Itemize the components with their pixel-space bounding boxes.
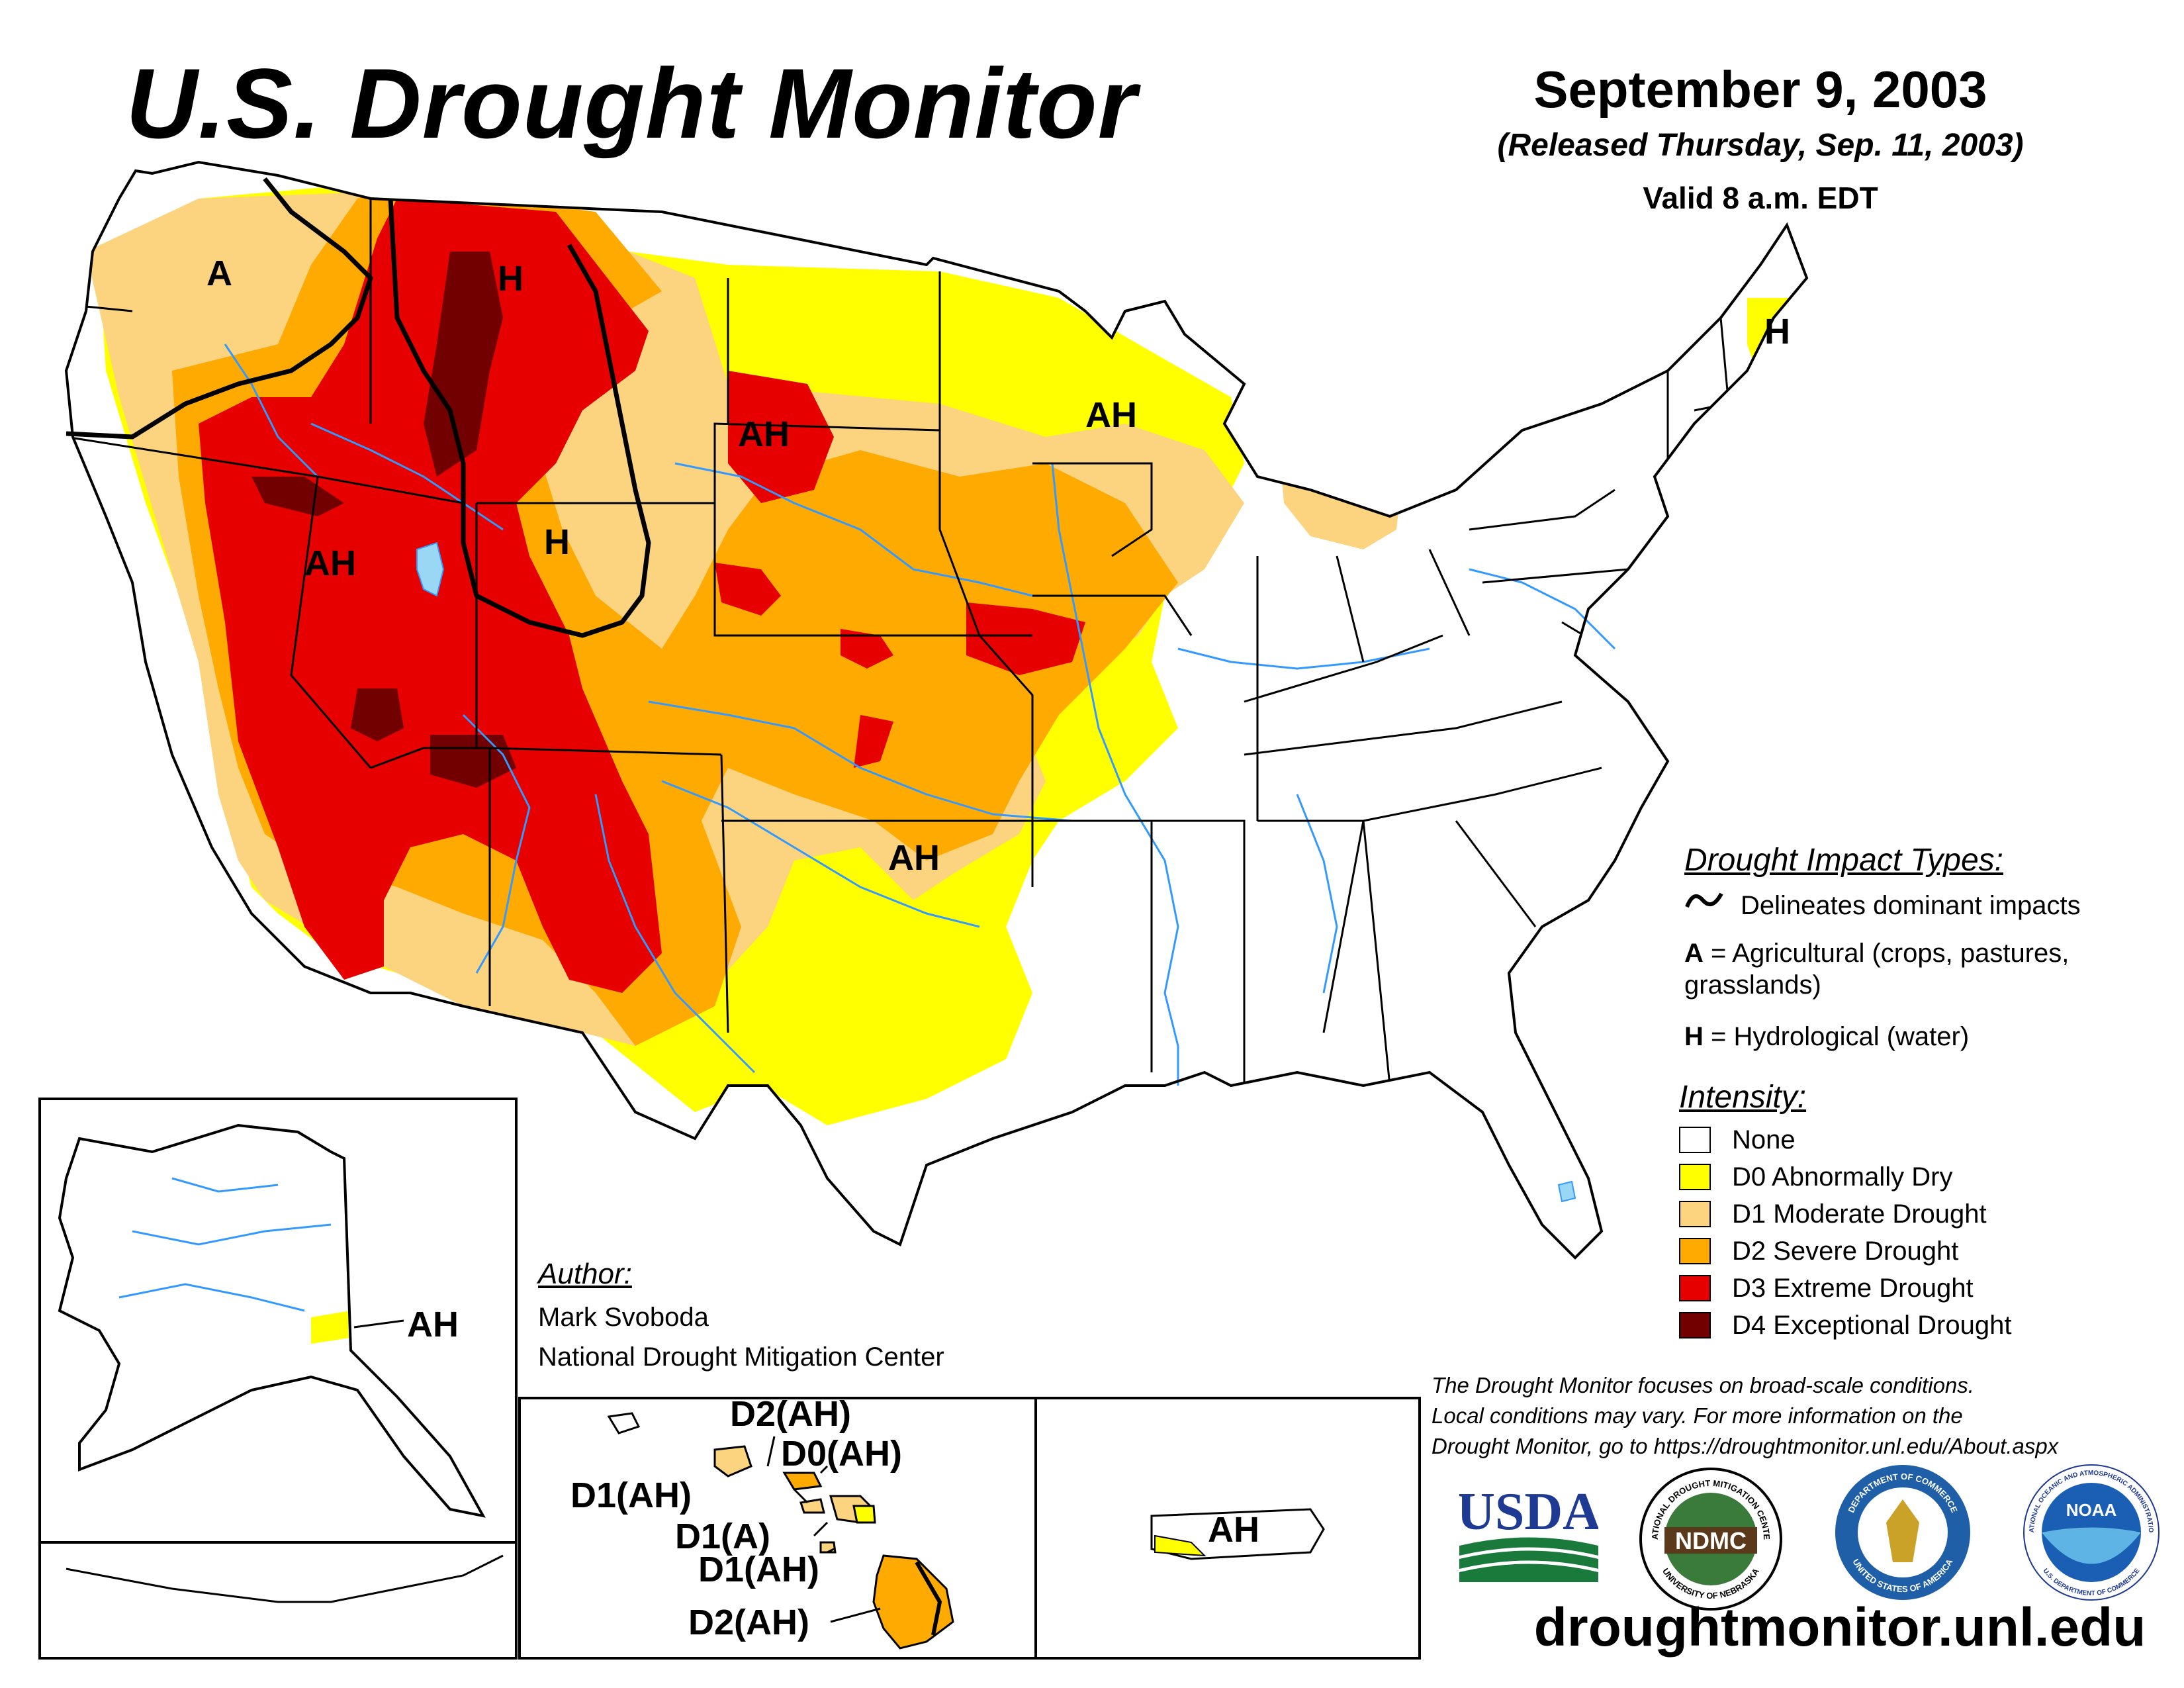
author-heading: Author: [538, 1258, 632, 1290]
a-description: = Agricultural (crops, pastures, [1711, 939, 2070, 968]
map-title: U.S. Drought Monitor [126, 48, 1138, 159]
disclaimer: The Drought Monitor focuses on broad-sca… [1432, 1370, 2173, 1462]
website-link[interactable]: droughtmonitor.unl.edu [1533, 1597, 2146, 1658]
usda-logo: USDA [1459, 1483, 1598, 1582]
legend-swatch-d4 [1679, 1312, 1711, 1338]
delineates-label: Delineates dominant impacts [1741, 891, 2081, 920]
impact-legend-heading: Drought Impact Types: [1684, 843, 2003, 878]
label-hi-d1-left: D1(AH) [570, 1476, 692, 1515]
label-id-ah: AH [304, 543, 356, 583]
release-date: (Released Thursday, Sep. 11, 2003) [1497, 128, 2024, 163]
label-hi-d2-top: D2(AH) [730, 1394, 851, 1434]
label-pr-ah: AH [1208, 1510, 1259, 1550]
legend-swatch-d3 [1679, 1275, 1711, 1301]
noaa-logo-text: NOAA [2066, 1500, 2117, 1520]
legend-label-d3: D3 Extreme Drought [1732, 1273, 1974, 1303]
author-org: National Drought Mitigation Center [538, 1342, 944, 1372]
ndmc-logo: NDMC NATIONAL DROUGHT MITIGATION CENTER … [1638, 1466, 1782, 1611]
a-description-cont: grasslands) [1684, 970, 1821, 1000]
noaa-logo: NOAA NATIONAL OCEANIC AND ATMOSPHERIC AD… [2022, 1463, 2160, 1601]
legend-swatch-none [1679, 1127, 1711, 1153]
intensity-legend: None D0 Abnormally Dry D1 Moderate Droug… [1679, 1121, 2011, 1344]
label-hi-d1a: D1(A) [675, 1517, 770, 1556]
legend-swatch-d1 [1679, 1201, 1711, 1227]
legend-item-none: None [1679, 1121, 2011, 1158]
label-hi-d0: D0(AH) [781, 1434, 902, 1474]
legend-item-d0: D0 Abnormally Dry [1679, 1158, 2011, 1196]
author-name: Mark Svoboda [538, 1303, 709, 1332]
label-hi-d1-mid: D1(AH) [698, 1550, 819, 1589]
disclaimer-line-2: Local conditions may vary. For more info… [1432, 1403, 1963, 1428]
disclaimer-line-1: The Drought Monitor focuses on broad-sca… [1432, 1373, 1974, 1397]
label-sd-ah: AH [738, 414, 790, 454]
intensity-legend-heading: Intensity: [1679, 1080, 1807, 1115]
legend-item-d3: D3 Extreme Drought [1679, 1270, 2011, 1307]
h-key: H [1684, 1022, 1704, 1051]
disclaimer-line-3: Drought Monitor, go to https://droughtmo… [1432, 1434, 2059, 1458]
label-me-h: H [1764, 312, 1790, 352]
a-key: A [1684, 939, 1704, 968]
legend-item-d2: D2 Severe Drought [1679, 1233, 2011, 1270]
ndmc-logo-text: NDMC [1675, 1527, 1747, 1554]
legend-swatch-d2 [1679, 1238, 1711, 1264]
h-description: = Hydrological (water) [1711, 1022, 1970, 1051]
legend-label-d1: D1 Moderate Drought [1732, 1199, 1987, 1229]
label-hi-d2-bottom: D2(AH) [688, 1603, 809, 1642]
delineation-line-icon [1685, 892, 1723, 908]
label-ak-ah: AH [407, 1305, 459, 1344]
label-wa-a: A [206, 254, 232, 293]
legend-label-none: None [1732, 1125, 1796, 1154]
map-date: September 9, 2003 [1533, 60, 1987, 118]
usda-logo-text: USDA [1459, 1483, 1598, 1541]
legend-item-d4: D4 Exceptional Drought [1679, 1307, 2011, 1344]
label-wi-ah: AH [1085, 395, 1137, 435]
legend-swatch-d0 [1679, 1164, 1711, 1190]
legend-label-d0: D0 Abnormally Dry [1732, 1162, 1953, 1192]
label-wy-h: H [544, 522, 570, 562]
legend-item-d1: D1 Moderate Drought [1679, 1196, 2011, 1233]
label-mt-h: H [498, 259, 523, 299]
label-ok-ah: AH [888, 838, 940, 878]
valid-time: Valid 8 a.m. EDT [1643, 181, 1878, 215]
doc-logo: DEPARTMENT OF COMMERCE UNITED STATES OF … [1835, 1465, 1970, 1600]
legend-label-d2: D2 Severe Drought [1732, 1236, 1959, 1266]
legend-label-d4: D4 Exceptional Drought [1732, 1310, 2012, 1340]
